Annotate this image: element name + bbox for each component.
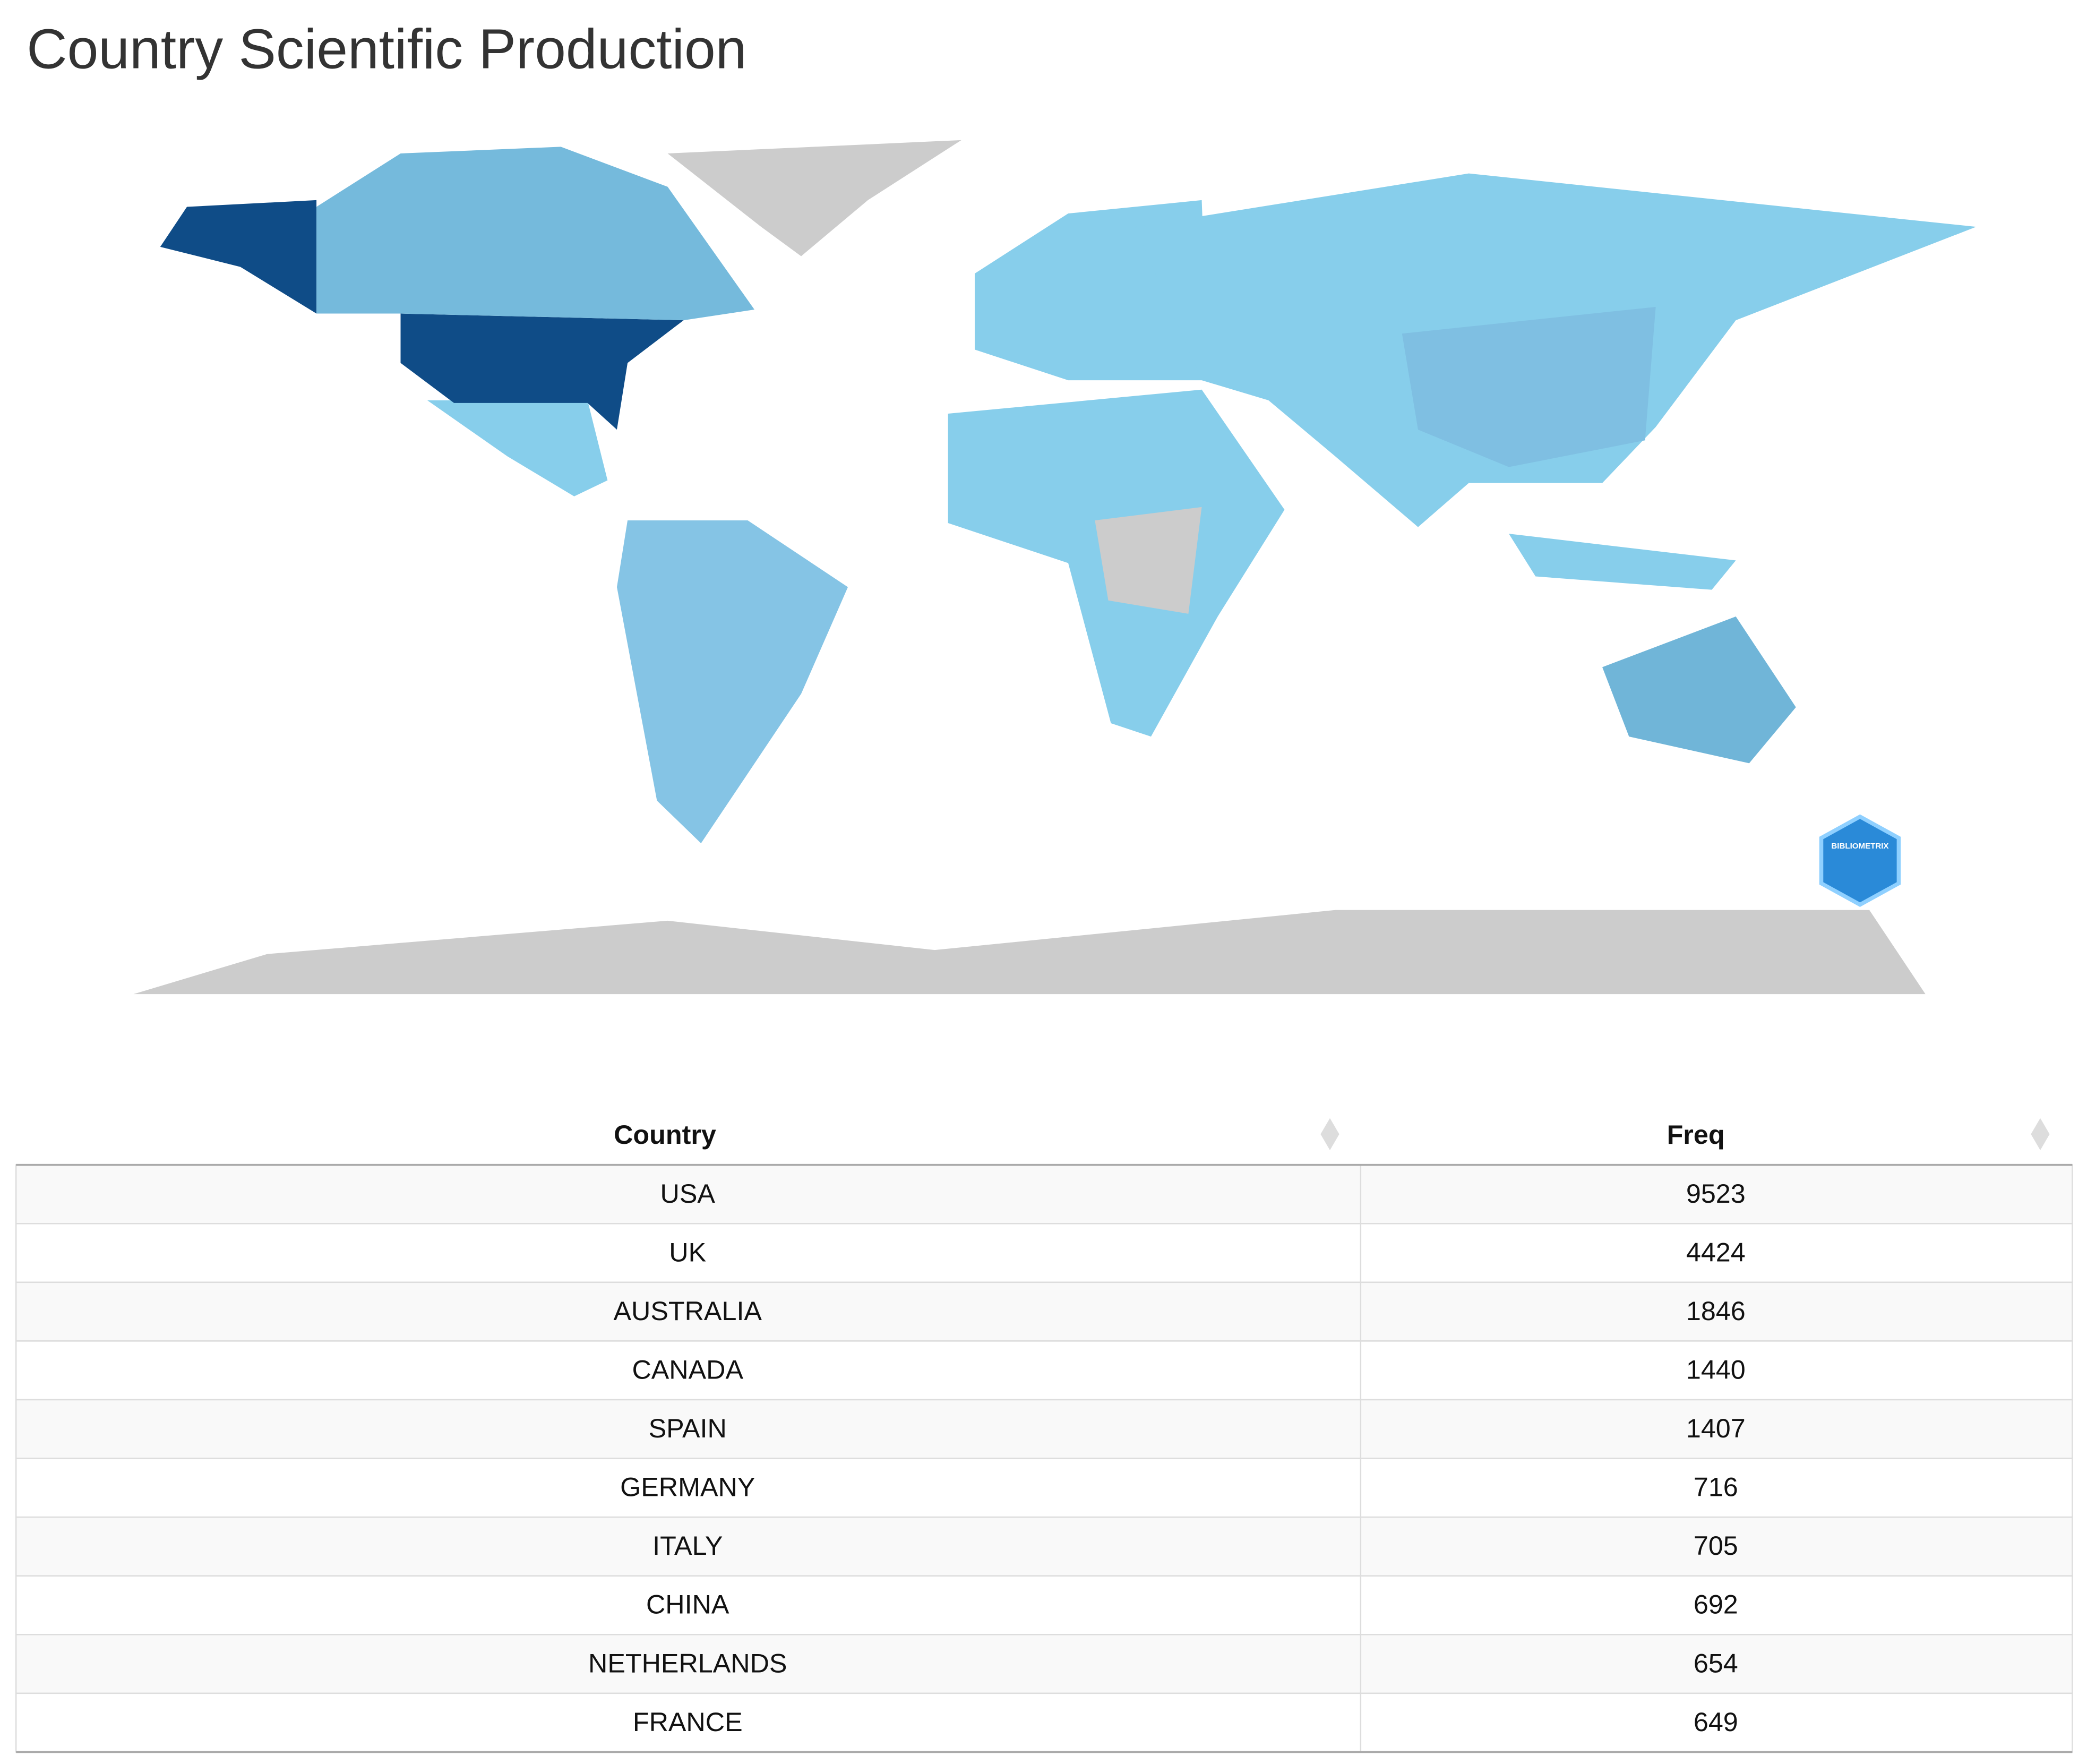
freq-cell: 9523: [1686, 1178, 1746, 1209]
world-map: BIBLIOMETRIX: [133, 140, 1977, 995]
antarctica: [133, 910, 1926, 995]
freq-cell: 654: [1694, 1648, 1738, 1678]
country-cell: SPAIN: [649, 1413, 727, 1443]
central-africa: [1095, 507, 1202, 614]
country-cell: CANADA: [632, 1355, 743, 1385]
freq-cell: 1407: [1686, 1413, 1746, 1443]
south-america: [616, 520, 848, 844]
southeast-asia-islands: [1508, 534, 1736, 590]
table-row: [15, 1399, 2073, 1459]
country-cell: NETHERLANDS: [588, 1648, 787, 1678]
freq-cell: 1846: [1686, 1296, 1746, 1326]
freq-cell: 705: [1694, 1530, 1738, 1561]
logo-text: BIBLIOMETRIX: [1831, 842, 1888, 851]
freq-cell: 649: [1694, 1707, 1738, 1737]
freq-cell: 716: [1694, 1472, 1738, 1502]
column-header: Freq: [1667, 1119, 1725, 1150]
table-row: [15, 1575, 2073, 1635]
table-row: [15, 1633, 2073, 1694]
page-title: Country Scientific Production: [27, 18, 746, 80]
table-row: [15, 1516, 2073, 1577]
mexico-central-america: [427, 400, 608, 496]
country-cell: CHINA: [646, 1589, 729, 1620]
sort-icon[interactable]: [1320, 1118, 1339, 1151]
column-header: Country: [614, 1119, 716, 1150]
table-row: [15, 1692, 2073, 1753]
country-cell: UK: [669, 1237, 706, 1267]
data-table: Country Freq USA 9523 UK 4424 AUSTRALIA 1846 CAN…: [15, 1118, 2073, 1753]
country-cell: ITALY: [652, 1530, 723, 1561]
country-cell: AUSTRALIA: [614, 1296, 762, 1326]
united-states: [400, 313, 684, 430]
table-row: [15, 1340, 2073, 1401]
table-row: [15, 1223, 2073, 1283]
freq-cell: 1440: [1686, 1355, 1746, 1385]
freq-cell: 4424: [1686, 1237, 1746, 1267]
logo: BIBLIOMETRIX: [1819, 814, 1901, 907]
country-cell: GERMANY: [620, 1472, 755, 1502]
logo-hexagon: [1819, 814, 1901, 907]
china: [1402, 306, 1656, 467]
country-cell: FRANCE: [633, 1707, 743, 1737]
sort-icon[interactable]: [2031, 1118, 2050, 1151]
freq-cell: 692: [1694, 1589, 1738, 1620]
country-cell: USA: [660, 1178, 716, 1209]
australia: [1602, 616, 1796, 764]
canada: [316, 147, 754, 321]
table-row: [15, 1458, 2073, 1518]
table-row: [15, 1281, 2073, 1342]
table-row: [15, 1164, 2073, 1224]
alaska: [160, 200, 317, 314]
greenland: [667, 140, 961, 256]
